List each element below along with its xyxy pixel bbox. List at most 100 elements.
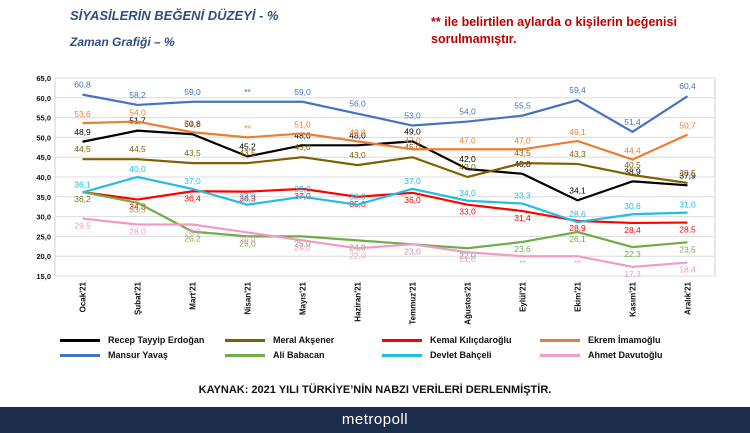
source-text: KAYNAK: 2021 YILI TÜRKİYE’NİN NABZI VERİ… — [198, 384, 552, 396]
legend-label: Ekrem İmamoğlu — [588, 335, 661, 345]
data-label: 34,0 — [459, 188, 476, 198]
missing-marker: ** — [519, 258, 526, 268]
data-label: 43,5 — [184, 148, 201, 158]
data-label: 48,9 — [74, 127, 91, 137]
x-tick-label: Haziran'21 — [354, 281, 363, 321]
legend-swatch — [382, 353, 422, 357]
data-label: 54,0 — [129, 108, 146, 118]
x-tick-label: Ocak'21 — [79, 281, 88, 312]
legend-swatch — [382, 338, 422, 342]
data-label: 40,0 — [459, 162, 476, 172]
y-tick-label: 30,0 — [36, 213, 51, 222]
legend-label: Recep Tayyip Erdoğan — [108, 335, 205, 345]
data-label: 40,0 — [129, 164, 146, 174]
series-line — [82, 93, 689, 134]
data-label: 40,5 — [624, 160, 641, 170]
data-label: 36,1 — [74, 179, 91, 189]
data-label: 44,4 — [624, 146, 641, 156]
data-label: 54,0 — [459, 107, 476, 117]
data-label: 59,0 — [294, 87, 311, 97]
series-line — [82, 156, 688, 185]
data-label: 49,1 — [569, 127, 586, 137]
footer-bar: metropoll — [0, 407, 750, 433]
data-label: 48,0 — [294, 130, 311, 140]
data-label: 36,0 — [404, 195, 421, 205]
data-label: 53,0 — [404, 111, 421, 121]
missing-marker: ** — [244, 123, 251, 133]
data-label: 50,7 — [679, 121, 696, 131]
legend-label: Mansur Yavaş — [108, 350, 168, 360]
data-label: 55,5 — [514, 101, 531, 111]
data-label: 23,0 — [404, 246, 421, 256]
data-label: 45,2 — [239, 141, 256, 151]
x-tick-label: Ekim'21 — [574, 281, 583, 311]
data-label: 43,3 — [569, 149, 586, 159]
data-label: 28,0 — [129, 227, 146, 237]
y-tick-label: 45,0 — [36, 153, 51, 162]
data-label: 28,5 — [679, 225, 696, 235]
data-label: 47,0 — [404, 135, 421, 145]
x-tick-label: Mart'21 — [189, 281, 198, 309]
y-tick-label: 35,0 — [36, 193, 51, 202]
data-label: 31,4 — [514, 213, 531, 223]
data-label: 51,4 — [624, 117, 641, 127]
series-line — [82, 217, 688, 269]
y-tick-label: 15,0 — [36, 272, 51, 281]
missing-marker: ** — [244, 87, 251, 97]
legend-swatch — [540, 353, 580, 357]
data-label: 23,5 — [679, 244, 696, 254]
chart-subtitle: Zaman Grafiği – % — [70, 35, 175, 49]
data-label: 44,5 — [74, 144, 91, 154]
note-text: ** ile belirtilen aylarda o kişilerin be… — [431, 15, 677, 46]
y-tick-label: 20,0 — [36, 252, 51, 261]
y-tick-label: 50,0 — [36, 133, 51, 142]
data-label: 26,0 — [239, 234, 256, 244]
data-label: 22,0 — [459, 250, 476, 260]
legend-label: Kemal Kılıçdaroğlu — [430, 335, 512, 345]
x-tick-label: Eylül'21 — [519, 281, 528, 311]
data-label: 25,0 — [239, 238, 256, 248]
legend-item: Ekrem İmamoğlu — [540, 335, 661, 345]
data-label: 23,0 — [404, 246, 421, 256]
data-label: 28,6 — [569, 209, 586, 219]
data-label: 17,3 — [624, 269, 641, 279]
brand-logo: metropoll — [341, 411, 409, 428]
legend-swatch — [225, 338, 265, 342]
legend-label: Ahmet Davutoğlu — [588, 350, 663, 360]
data-label: 37,0 — [404, 176, 421, 186]
data-label: 26,1 — [569, 234, 586, 244]
data-label: 48,0 — [349, 130, 366, 140]
x-tick-label: Kasım'21 — [629, 281, 638, 316]
data-label: 25,0 — [294, 238, 311, 248]
data-label: 59,4 — [569, 85, 586, 95]
data-label: 30,6 — [624, 201, 641, 211]
data-label: 45,0 — [294, 142, 311, 152]
x-tick-label: Ağustos'21 — [464, 281, 473, 324]
data-label: 49,0 — [404, 126, 421, 136]
data-label: 29,5 — [74, 221, 91, 231]
data-label: 36,2 — [74, 194, 91, 204]
legend-label: Ali Babacan — [273, 350, 325, 360]
data-label: 44,5 — [129, 144, 146, 154]
legend-item: Devlet Bahçeli — [382, 350, 492, 360]
data-label: 60,4 — [679, 81, 696, 91]
data-label: 37,9 — [679, 170, 696, 180]
data-label: 42,0 — [459, 154, 476, 164]
data-label: 18,4 — [679, 265, 696, 275]
data-label: 56,0 — [349, 99, 366, 109]
data-label: 43,5 — [239, 148, 256, 158]
data-label: 58,2 — [129, 90, 146, 100]
data-label: 38,9 — [624, 166, 641, 176]
data-label: 33,3 — [514, 191, 531, 201]
x-tick-label: Mayıs'21 — [299, 281, 308, 315]
series-line — [82, 190, 688, 250]
data-label: 33,5 — [129, 205, 146, 215]
data-label: 34,3 — [129, 202, 146, 212]
data-label: 49,0 — [349, 127, 366, 137]
data-label: 22,0 — [349, 250, 366, 260]
data-label: 28,9 — [569, 223, 586, 233]
data-label: 59,0 — [184, 87, 201, 97]
data-label: 36,2 — [74, 194, 91, 204]
data-label: 51,3 — [184, 118, 201, 128]
x-tick-label: Temmuz'21 — [409, 281, 418, 324]
